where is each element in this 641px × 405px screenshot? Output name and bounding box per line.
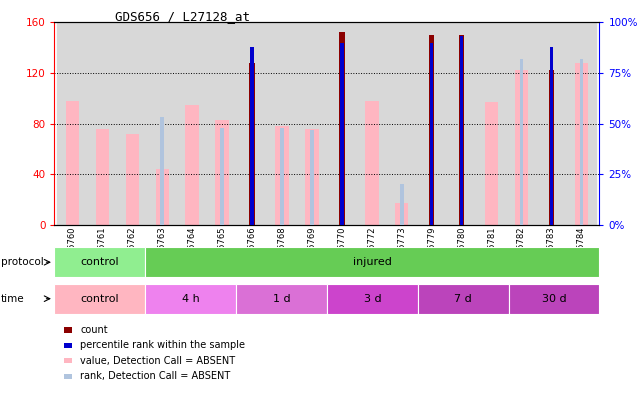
Bar [185,104,199,225]
Bar [87,22,117,225]
Bar [146,284,236,314]
Bar [327,284,418,314]
Text: protocol: protocol [1,257,44,267]
Bar [429,35,435,225]
Text: GDS656 / L27128_at: GDS656 / L27128_at [115,10,251,23]
Bar [387,22,417,225]
Text: percentile rank within the sample: percentile rank within the sample [80,341,245,350]
Bar [126,134,139,225]
Bar [177,22,207,225]
Bar [395,203,408,225]
Bar [508,284,599,314]
Bar [327,22,357,225]
Bar [515,70,528,225]
Text: injured: injured [353,257,392,267]
Bar [58,22,87,225]
Bar [250,47,254,225]
Bar [236,284,327,314]
Text: 4 h: 4 h [182,294,199,304]
Bar [160,117,164,225]
Text: 7 d: 7 d [454,294,472,304]
Bar [249,63,254,225]
Bar [537,22,567,225]
Bar [579,59,583,225]
Bar [430,59,433,225]
Text: count: count [80,325,108,335]
Bar [221,128,224,225]
Text: rank, Detection Call = ABSENT: rank, Detection Call = ABSENT [80,371,230,381]
Bar [365,101,379,225]
Bar [549,70,554,225]
Bar [357,22,387,225]
Bar [447,22,477,225]
Bar [417,22,447,225]
Text: 1 d: 1 d [272,294,290,304]
Text: 30 d: 30 d [542,294,566,304]
Bar [549,47,553,225]
Bar [339,32,345,225]
Bar [66,101,79,225]
Bar [207,22,237,225]
Bar [146,247,599,277]
Bar [567,22,596,225]
Bar [400,184,404,225]
Bar [54,284,146,314]
Bar [96,129,109,225]
Bar [267,22,297,225]
Bar [310,130,313,225]
Bar [117,22,147,225]
Bar [54,247,146,277]
Bar [418,284,508,314]
Text: time: time [1,294,24,304]
Bar [574,63,588,225]
Bar [520,59,523,225]
Bar [485,102,498,225]
Bar [297,22,327,225]
Text: control: control [81,294,119,304]
Bar [275,126,288,225]
Bar [305,129,319,225]
Bar [459,35,464,225]
Text: 3 d: 3 d [363,294,381,304]
Bar [506,22,537,225]
Bar [215,120,229,225]
Bar [460,36,463,225]
Text: control: control [81,257,119,267]
Bar [156,169,169,225]
Bar [340,43,344,225]
Bar [430,43,433,225]
Bar [477,22,506,225]
Text: value, Detection Call = ABSENT: value, Detection Call = ABSENT [80,356,235,366]
Bar [147,22,177,225]
Bar [237,22,267,225]
Bar [280,128,284,225]
